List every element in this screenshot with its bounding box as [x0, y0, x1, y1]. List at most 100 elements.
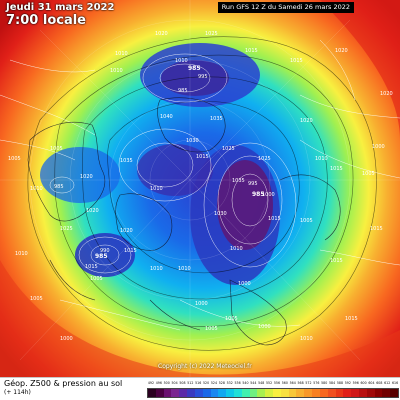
scale-tick-label: 560: [281, 381, 288, 385]
scale-swatch: [343, 389, 352, 397]
isobar-label: 1010: [150, 186, 163, 192]
map-footer: Géop. Z500 & pression au sol (+ 114h) 49…: [0, 377, 400, 400]
scale-swatch: [187, 389, 195, 397]
low-pressure-label: 985: [252, 191, 265, 198]
isobar-label: 1015: [330, 166, 343, 172]
scale-tick-label: 604: [368, 381, 375, 385]
scale-swatch: [171, 389, 180, 397]
isobar-label: 1025: [205, 31, 218, 37]
low-pressure-label: 985: [95, 253, 108, 260]
isobar-label: 1005: [8, 156, 21, 162]
scale-tick-label: 524: [210, 381, 217, 385]
isobar-label: 1010: [115, 51, 128, 57]
isobar-label: 1030: [214, 211, 227, 217]
color-scale-ticks: 492 496 500 504 508 512 516 520 524 528 532 536 540 5…: [147, 379, 399, 388]
scale-swatch: [382, 389, 391, 397]
isobar-label: 995: [248, 181, 258, 187]
vortex-core-east: [217, 160, 273, 250]
isobar-label: 985: [54, 184, 64, 190]
isobar-label: 1010: [230, 246, 243, 252]
isobar-label: 1005: [205, 326, 218, 332]
scale-swatch: [319, 389, 328, 397]
scale-tick-label: 584: [329, 381, 336, 385]
scale-swatch: [202, 389, 211, 397]
forecast-time: 7:00 locale: [6, 13, 86, 28]
scale-tick-label: 492: [147, 381, 154, 385]
isobar-label: 1010: [315, 156, 328, 162]
isobar-label: 1020: [86, 208, 99, 214]
scale-tick-label: 616: [392, 381, 399, 385]
scale-tick-label: 496: [155, 381, 162, 385]
scale-swatch: [194, 389, 203, 397]
scale-tick-label: 576: [313, 381, 320, 385]
warm-belt-ne: [320, 0, 400, 140]
scale-tick-label: 504: [171, 381, 178, 385]
scale-swatch: [358, 389, 367, 397]
isobar-label: 1015: [245, 48, 258, 54]
isobar-label: 1010: [30, 186, 43, 192]
scale-tick-label: 540: [242, 381, 249, 385]
scale-swatch: [366, 389, 375, 397]
isobar-label: 1005: [90, 276, 103, 282]
isobar-label: 1040: [160, 114, 173, 120]
scale-tick-label: 588: [336, 381, 343, 385]
isobar-label: 1015: [268, 216, 281, 222]
copyright-notice: Copyright (c) 2022 Meteociel.fr: [158, 363, 252, 370]
isobar-label: 1020: [120, 228, 133, 234]
isobar-label: 990: [100, 248, 110, 254]
scale-swatch: [288, 389, 297, 397]
isobar-label: 1020: [80, 174, 93, 180]
scale-swatch: [374, 389, 383, 397]
scale-swatch: [273, 389, 281, 397]
isobar-label: 1010: [175, 58, 188, 64]
scale-tick-label: 512: [187, 381, 194, 385]
isobar-label: 1000: [372, 144, 385, 150]
warm-belt-south: [0, 260, 400, 400]
scale-swatch: [210, 389, 219, 397]
scale-swatch: [155, 389, 164, 397]
lead-time: (+ 114h): [4, 389, 31, 396]
scale-tick-label: 508: [179, 381, 186, 385]
isobar-label: 1015: [124, 248, 137, 254]
isobar-label: 1005: [50, 146, 63, 152]
scale-tick-label: 544: [250, 381, 257, 385]
scale-swatch: [335, 389, 344, 397]
isobar-label: 1010: [15, 251, 28, 257]
isobar-label: 1005: [300, 218, 313, 224]
scale-tick-label: 608: [376, 381, 383, 385]
isobar-label: 1020: [155, 31, 168, 37]
vortex-core-pole: [137, 144, 213, 196]
isobar-label: 1020: [335, 48, 348, 54]
vortex-core-north: [161, 60, 229, 96]
low-pressure-label: 985: [188, 65, 201, 72]
scale-tick-label: 580: [321, 381, 328, 385]
isobar-label: 985: [178, 88, 188, 94]
scale-tick-label: 612: [384, 381, 391, 385]
scale-tick-label: 572: [305, 381, 312, 385]
trough-west: [40, 147, 120, 203]
scale-tick-label: 536: [234, 381, 241, 385]
forecast-date: Jeudi 31 mars 2022: [6, 2, 115, 13]
color-scale-bar: [147, 388, 399, 398]
map-title: Géop. Z500 & pression au sol: [4, 379, 123, 388]
scale-swatch: [312, 389, 320, 397]
isobar-label: 1035: [120, 158, 133, 164]
isobar-label: 1020: [300, 118, 313, 124]
scale-tick-label: 592: [344, 381, 351, 385]
isobar-label: 1000: [258, 324, 271, 330]
scale-swatch: [241, 389, 250, 397]
scale-tick-label: 552: [266, 381, 273, 385]
isobar-label: 1000: [238, 281, 251, 287]
isobar-label: 1000: [60, 336, 73, 342]
isobar-label: 1015: [370, 226, 383, 232]
scale-tick-label: 596: [352, 381, 359, 385]
isobar-label: 1015: [196, 154, 209, 160]
isobar-label: 1005: [362, 171, 375, 177]
isobar-label: 1020: [380, 91, 393, 97]
isobar-label: 995: [198, 74, 208, 80]
isobar-label: 1025: [258, 156, 271, 162]
scale-tick-label: 520: [203, 381, 210, 385]
